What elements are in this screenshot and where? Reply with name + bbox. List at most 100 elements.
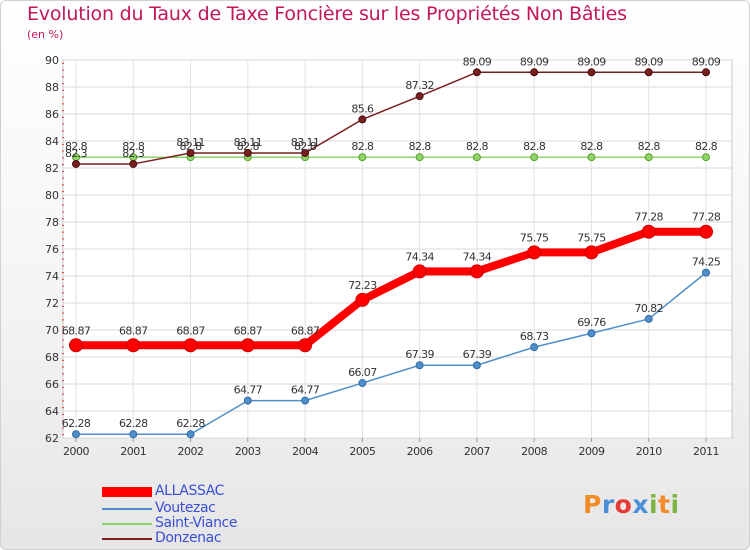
legend-swatch	[102, 523, 152, 525]
data-point-voutezac	[301, 396, 310, 405]
y-tick-label: 76	[45, 243, 59, 256]
legend-label: Voutezac	[155, 500, 216, 516]
x-tick-label: 2006	[407, 445, 433, 458]
data-point-allassac	[126, 338, 141, 353]
logo-letter: i	[670, 490, 680, 519]
data-point-donzenac	[129, 159, 138, 168]
data-point-voutezac	[186, 430, 195, 439]
data-point-saint-viance	[644, 153, 653, 162]
data-point-allassac	[527, 245, 542, 260]
data-point-donzenac	[472, 68, 481, 77]
data-label-allassac: 75.75	[577, 231, 606, 244]
data-label-donzenac: 82.3	[122, 147, 145, 160]
series-group	[69, 68, 713, 439]
data-label-donzenac: 89.09	[520, 55, 549, 68]
data-label-saint-viance: 82.8	[523, 140, 546, 153]
data-label-allassac: 68.87	[234, 324, 263, 337]
y-tick-label: 66	[45, 378, 59, 391]
data-point-voutezac	[358, 379, 367, 388]
data-label-donzenac: 89.09	[463, 55, 492, 68]
legend-label: Saint-Viance	[155, 515, 238, 531]
data-point-saint-viance	[472, 153, 481, 162]
data-point-saint-viance	[702, 153, 710, 162]
data-label-saint-viance: 82.8	[409, 140, 432, 153]
logo-letter: o	[614, 490, 633, 519]
data-point-donzenac	[702, 68, 710, 77]
data-label-allassac: 68.87	[62, 324, 91, 337]
x-tick-label: 2003	[235, 445, 261, 458]
data-point-donzenac	[186, 149, 195, 158]
x-tick-label: 2005	[349, 445, 375, 458]
x-tick-label: 2004	[292, 445, 318, 458]
data-labels: 68.87 68.87 68.87 68.87 68.87 72.23 74.34 74.34…	[62, 55, 722, 430]
data-label-saint-viance: 82.8	[179, 140, 202, 153]
data-label-saint-viance: 82.8	[351, 140, 374, 153]
data-label-allassac: 68.87	[119, 324, 148, 337]
y-tick-label: 64	[45, 405, 59, 418]
y-tick-label: 84	[45, 135, 59, 148]
x-tick-label: 2008	[521, 445, 547, 458]
series-line-allassac	[72, 227, 710, 350]
legend-label: Donzenac	[155, 530, 222, 546]
logo-letter: i	[649, 490, 659, 519]
logo-letter: P	[583, 490, 602, 519]
data-point-allassac	[584, 245, 599, 260]
data-point-donzenac	[644, 68, 653, 77]
data-point-voutezac	[472, 361, 481, 370]
data-label-voutezac: 64.77	[234, 384, 263, 397]
data-point-donzenac	[358, 115, 367, 124]
y-tick-label: 72	[45, 297, 59, 310]
data-label-allassac: 74.34	[463, 250, 492, 263]
data-point-saint-viance	[358, 153, 367, 162]
data-label-donzenac: 89.09	[692, 55, 721, 68]
data-point-allassac	[699, 224, 713, 239]
data-label-allassac: 72.23	[348, 279, 377, 292]
data-label-donzenac: 87.32	[405, 79, 434, 92]
data-label-allassac: 77.28	[692, 211, 721, 224]
legend-swatch	[102, 487, 152, 497]
data-label-donzenac: 82.3	[65, 147, 88, 160]
data-point-allassac	[641, 224, 656, 239]
data-label-voutezac: 66.07	[348, 366, 377, 379]
data-label-saint-viance: 82.8	[237, 140, 260, 153]
data-label-voutezac: 68.73	[520, 330, 549, 343]
data-label-donzenac: 89.09	[634, 55, 663, 68]
data-point-voutezac	[129, 430, 138, 439]
data-label-voutezac: 64.77	[291, 384, 320, 397]
data-point-saint-viance	[415, 153, 424, 162]
data-label-voutezac: 62.28	[176, 417, 205, 430]
data-label-saint-viance: 82.8	[122, 140, 145, 153]
data-label-voutezac: 62.28	[62, 417, 91, 430]
data-point-saint-viance	[530, 153, 539, 162]
x-tick-label: 2011	[693, 445, 719, 458]
x-tick-label: 2000	[63, 445, 89, 458]
y-tick-label: 90	[45, 54, 59, 67]
data-label-voutezac: 67.39	[463, 348, 492, 361]
data-point-allassac	[412, 264, 427, 279]
data-point-voutezac	[702, 268, 710, 277]
data-point-donzenac	[530, 68, 539, 77]
y-tick-label: 62	[45, 432, 59, 445]
data-point-allassac	[183, 338, 198, 353]
data-label-donzenac: 83.11	[234, 136, 263, 149]
y-tick-label: 80	[45, 189, 59, 202]
y-tick-label: 74	[45, 270, 59, 283]
data-label-voutezac: 74.25	[692, 256, 721, 269]
y-tick-label: 70	[45, 324, 59, 337]
logo-letter: t	[658, 490, 671, 519]
data-point-saint-viance	[587, 153, 596, 162]
data-label-donzenac: 85.6	[351, 102, 374, 115]
data-label-allassac: 75.75	[520, 231, 549, 244]
axes: 62 64 66 68 70 72 74 76 78 80 82 84 86 88 90 2000 2001 20…	[45, 54, 720, 458]
y-tick-label: 82	[45, 162, 59, 175]
legend-label: ALLASSAC	[155, 483, 225, 499]
chart-title: Evolution du Taux de Taxe Foncière sur l…	[27, 3, 627, 25]
x-tick-label: 2002	[178, 445, 204, 458]
data-point-allassac	[240, 338, 255, 353]
x-tick-label: 2001	[120, 445, 146, 458]
chart-subtitle: (en %)	[27, 28, 64, 41]
data-point-allassac	[298, 338, 313, 353]
data-point-allassac	[69, 338, 83, 353]
data-label-saint-viance: 82.8	[466, 140, 489, 153]
data-point-voutezac	[644, 314, 653, 323]
